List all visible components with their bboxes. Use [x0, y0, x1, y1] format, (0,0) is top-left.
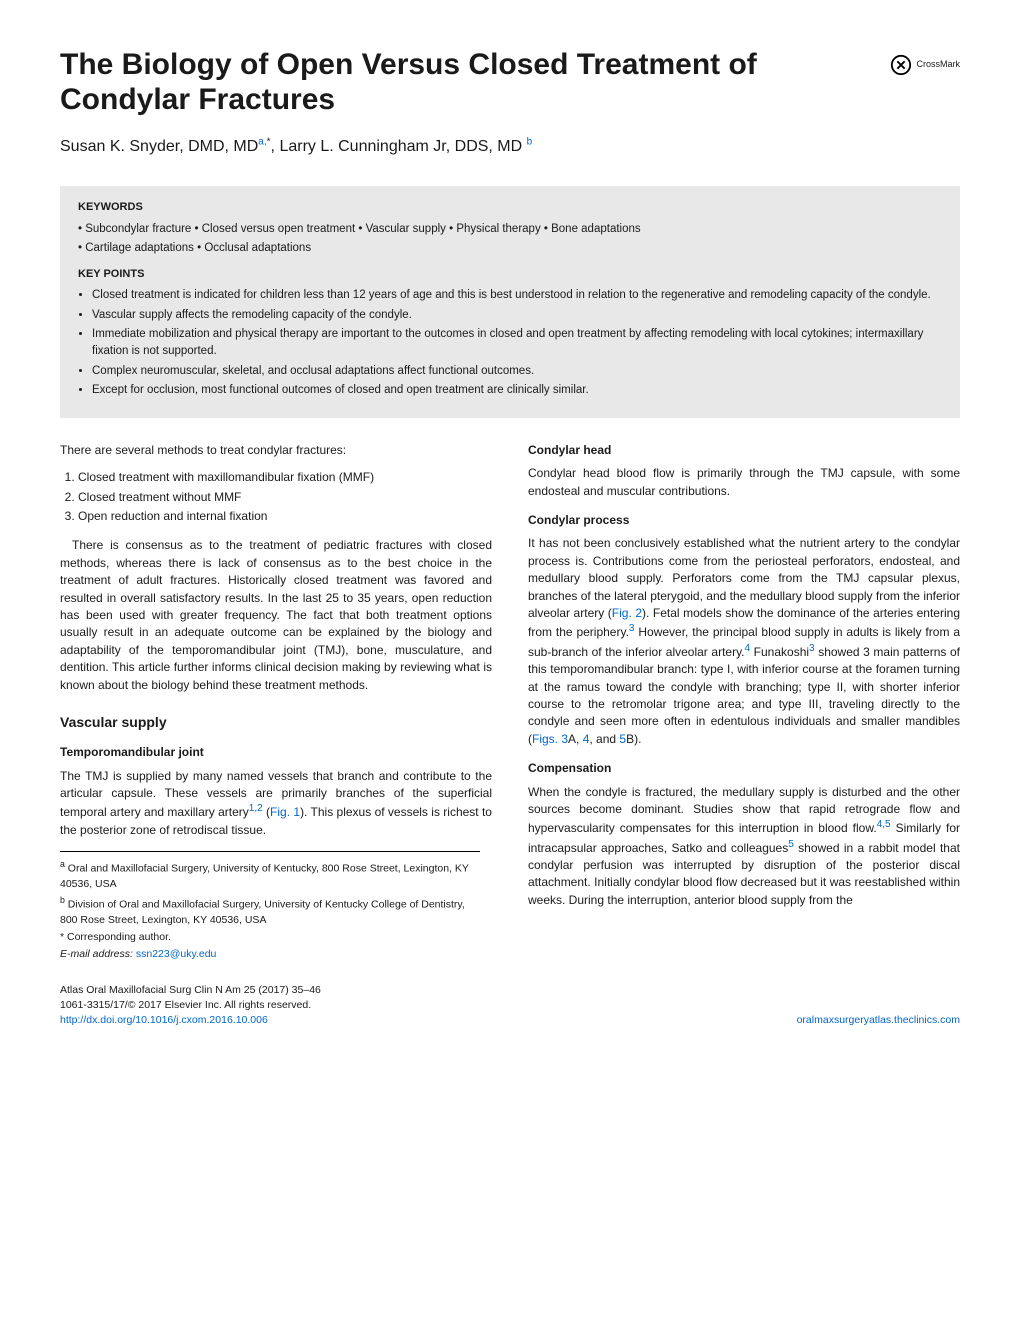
condylar-head-para: Condylar head blood flow is primarily th… — [528, 465, 960, 500]
doi-link[interactable]: http://dx.doi.org/10.1016/j.cxom.2016.10… — [60, 1014, 268, 1026]
email-label: E-mail address: — [60, 948, 136, 960]
condylar-process-para: It has not been conclusively established… — [528, 535, 960, 748]
keypoints-heading: KEY POINTS — [78, 267, 942, 283]
author-1-affil[interactable]: a, — [258, 137, 266, 148]
tmj-text-b: ( — [263, 805, 270, 819]
proc-text-h: B). — [626, 732, 641, 746]
crossmark-badge[interactable]: CrossMark — [890, 54, 960, 76]
proc-text-d: Funakoshi — [750, 645, 809, 659]
keypoint-item: Closed treatment is indicated for childr… — [92, 287, 942, 304]
tmj-para: The TMJ is supplied by many named vessel… — [60, 768, 492, 840]
author-2-affil[interactable]: b — [527, 137, 533, 148]
affil-b-text: Division of Oral and Maxillofacial Surge… — [60, 899, 465, 926]
site-link[interactable]: oralmaxsurgeryatlas.theclinics.com — [797, 1014, 960, 1026]
proc-text-f: A, — [568, 732, 583, 746]
affil-a-text: Oral and Maxillofacial Surgery, Universi… — [60, 863, 469, 890]
crossmark-icon — [890, 54, 912, 76]
author-1-name: Susan K. Snyder, DMD, MD — [60, 138, 258, 155]
left-column: There are several methods to treat condy… — [60, 442, 492, 965]
email-line: E-mail address: ssn223@uky.edu — [60, 947, 480, 962]
keypoint-item: Except for occlusion, most functional ou… — [92, 382, 942, 399]
compensation-heading: Compensation — [528, 760, 960, 777]
proc-text-e: showed 3 main patterns of this temporoma… — [528, 645, 960, 746]
keywords-line-2: • Cartilage adaptations • Occlusal adapt… — [78, 239, 942, 257]
method-item: Closed treatment with maxillomandibular … — [78, 469, 492, 486]
corresponding: * Corresponding author. — [60, 930, 480, 945]
article-title: The Biology of Open Versus Closed Treatm… — [60, 48, 840, 117]
affil-b: b Division of Oral and Maxillofacial Sur… — [60, 894, 480, 928]
fig1-link[interactable]: Fig. 1 — [270, 805, 300, 819]
condylar-process-heading: Condylar process — [528, 512, 960, 529]
vascular-heading: Vascular supply — [60, 712, 492, 732]
methods-list: Closed treatment with maxillomandibular … — [60, 469, 492, 525]
method-item: Closed treatment without MMF — [78, 489, 492, 506]
authors-line: Susan K. Snyder, DMD, MDa,*, Larry L. Cu… — [60, 135, 960, 158]
keypoint-item: Vascular supply affects the remodeling c… — [92, 307, 942, 324]
footnotes: a Oral and Maxillofacial Surgery, Univer… — [60, 851, 480, 962]
compensation-para: When the condyle is fractured, the medul… — [528, 784, 960, 910]
affil-a: a Oral and Maxillofacial Surgery, Univer… — [60, 858, 480, 892]
tmj-heading: Temporomandibular joint — [60, 744, 492, 761]
intro-para: There are several methods to treat condy… — [60, 442, 492, 459]
fig2-link[interactable]: Fig. 2 — [612, 606, 642, 620]
keywords-heading: KEYWORDS — [78, 200, 942, 216]
keywords-line-1: • Subcondylar fracture • Closed versus o… — [78, 220, 942, 238]
ref-1-2[interactable]: 1,2 — [249, 803, 263, 814]
email-link[interactable]: ssn223@uky.edu — [136, 948, 217, 960]
ref-4-5[interactable]: 4,5 — [877, 819, 891, 830]
consensus-para: There is consensus as to the treatment o… — [60, 537, 492, 694]
body-columns: There are several methods to treat condy… — [60, 442, 960, 965]
proc-text-g: , and — [589, 732, 619, 746]
highlights-box: KEYWORDS • Subcondylar fracture • Closed… — [60, 186, 960, 418]
journal-ref: Atlas Oral Maxillofacial Surg Clin N Am … — [60, 983, 321, 998]
page-footer: Atlas Oral Maxillofacial Surg Clin N Am … — [60, 983, 960, 1029]
method-item: Open reduction and internal fixation — [78, 508, 492, 525]
keypoints-list: Closed treatment is indicated for childr… — [78, 287, 942, 399]
right-column: Condylar head Condylar head blood flow i… — [528, 442, 960, 965]
keypoint-item: Immediate mobilization and physical ther… — [92, 326, 942, 359]
crossmark-label: CrossMark — [916, 58, 960, 71]
author-2-name: Larry L. Cunningham Jr, DDS, MD — [279, 138, 522, 155]
condylar-head-heading: Condylar head — [528, 442, 960, 459]
copyright: 1061-3315/17/© 2017 Elsevier Inc. All ri… — [60, 998, 321, 1013]
figs3-link[interactable]: Figs. 3 — [532, 732, 568, 746]
keypoint-item: Complex neuromuscular, skeletal, and occ… — [92, 363, 942, 380]
